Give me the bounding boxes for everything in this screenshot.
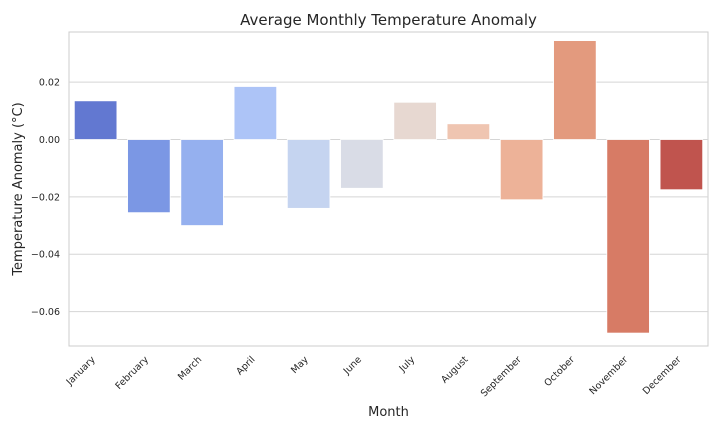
x-tick-label: April [234,354,257,377]
y-tick-label: −0.04 [31,250,60,261]
bar-june [340,139,384,189]
bar-august [446,123,491,140]
y-tick-label: 0.00 [39,135,60,146]
bar-april [233,86,278,140]
bar-march [180,139,224,226]
bar-november [606,139,650,334]
y-tick-label: 0.02 [39,78,60,89]
y-axis-label: Temperature Anomaly (°C) [11,102,26,276]
chart-title: Average Monthly Temperature Anomaly [240,11,537,29]
x-ticks: January February March April May June July Augu… [64,354,684,399]
plot-background [68,31,709,347]
x-tick-label: May [289,354,311,376]
x-tick-label: December [641,354,684,397]
x-tick-label: January [64,354,98,388]
bars [73,40,704,334]
bar-december [659,139,704,191]
grid-lines [69,81,708,313]
y-tick-label: −0.02 [31,192,60,203]
x-tick-label: August [439,354,470,385]
bar-october [553,40,597,140]
bar-september [499,139,544,201]
bar-february [127,139,171,214]
y-ticks: 0.02 0.00 −0.02 −0.04 −0.06 [31,78,60,318]
x-axis-label: Month [368,405,409,420]
x-tick-label: March [176,354,204,382]
y-tick-label: −0.06 [31,307,60,318]
x-tick-label: February [113,354,151,392]
bar-may [286,139,331,209]
x-tick-label: July [397,354,418,375]
bar-january [73,100,118,140]
bar-july [393,101,437,140]
x-tick-label: November [588,354,631,397]
x-tick-label: October [542,354,577,389]
x-tick-label: June [341,354,364,377]
x-tick-label: September [479,354,524,399]
